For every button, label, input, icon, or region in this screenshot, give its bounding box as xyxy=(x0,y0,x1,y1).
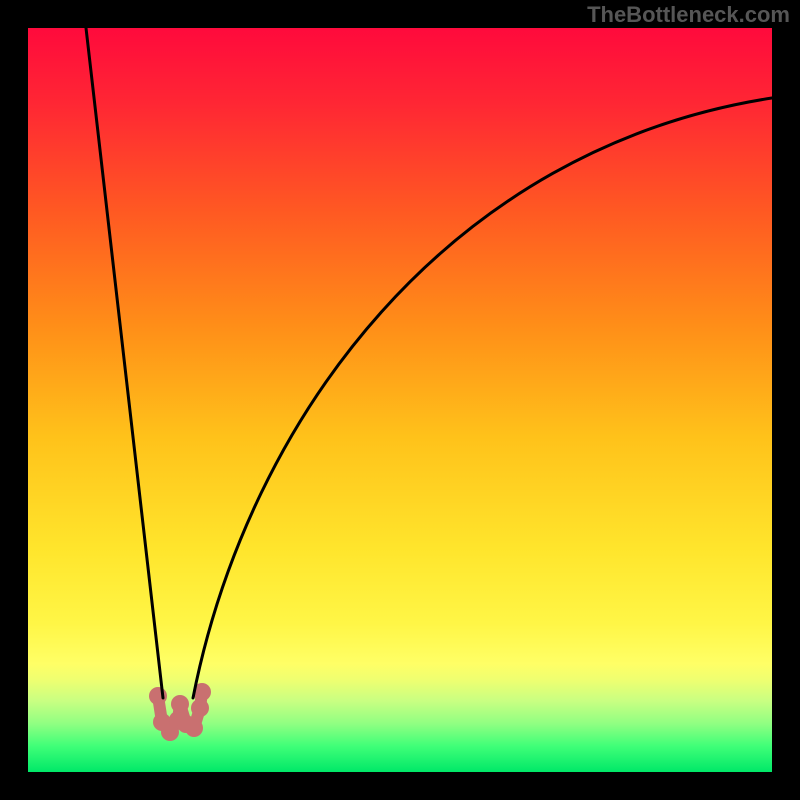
plot-area xyxy=(28,28,772,772)
cusp-marker xyxy=(191,699,209,717)
cusp-marker xyxy=(171,695,189,713)
curve-layer xyxy=(28,28,772,772)
cusp-marker xyxy=(185,719,203,737)
chart-root: TheBottleneck.com xyxy=(0,0,800,800)
watermark-text: TheBottleneck.com xyxy=(587,2,790,28)
cusp-marker xyxy=(149,687,167,705)
right-curve xyxy=(193,98,772,698)
left-curve xyxy=(86,28,163,698)
